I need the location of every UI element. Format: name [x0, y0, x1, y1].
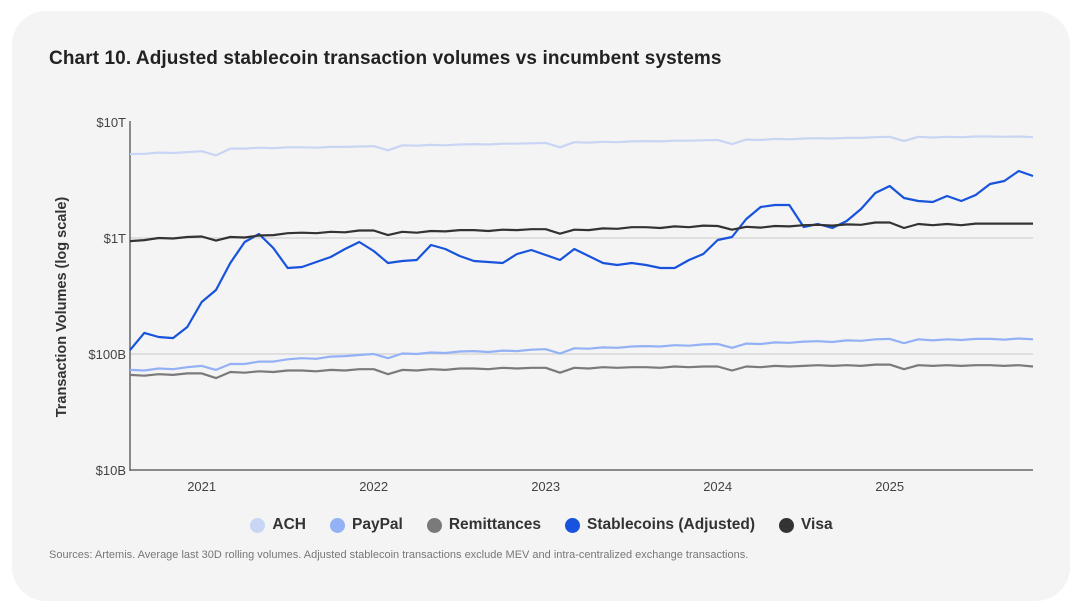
legend-label: Stablecoins (Adjusted): [587, 516, 755, 533]
source-note: Sources: Artemis. Average last 30D rolli…: [49, 549, 749, 561]
x-tick-label: 2021: [187, 479, 216, 494]
y-tick-label: $1T: [104, 231, 126, 246]
chart-card: [12, 11, 1070, 601]
x-tick-labels: 2021 2022 2023 2024 2025: [187, 479, 904, 494]
series-line-ach: [129, 135, 1034, 157]
series-line-stablecoins-adjusted: [129, 169, 1034, 351]
axes: [129, 121, 1033, 471]
legend-item: Stablecoins (Adjusted): [565, 516, 755, 534]
legend-label: ACH: [272, 516, 306, 533]
legend-swatch: [426, 517, 442, 533]
chart-title: Chart 10. Adjusted stablecoin transactio…: [49, 48, 722, 69]
legend-label: Remittances: [448, 516, 542, 533]
y-tick-label: $10B: [96, 463, 126, 478]
x-tick-label: 2024: [703, 479, 732, 494]
legend-label: Visa: [800, 516, 833, 533]
legend-label: PayPal: [352, 516, 403, 533]
series-line-visa: [129, 221, 1033, 243]
legend-item: ACH: [250, 516, 306, 534]
x-tick-label: 2023: [531, 479, 560, 494]
y-axis-label: Transaction Volumes (log scale): [54, 197, 70, 418]
legend-swatch: [778, 517, 794, 533]
gridlines: [130, 237, 1033, 355]
legend-swatch: [250, 517, 266, 533]
legend-item: Visa: [778, 516, 833, 534]
series-line-paypal: [129, 337, 1034, 372]
x-tick-label: 2025: [875, 479, 904, 494]
y-tick-labels: $10B $100B $1T $10T: [88, 115, 126, 478]
y-tick-label: $10T: [96, 115, 126, 130]
chart-legend: ACH PayPal Remittances Stablecoins (Adjuste…: [0, 516, 1083, 534]
x-tick-label: 2022: [359, 479, 388, 494]
y-tick-label: $100B: [88, 347, 126, 362]
legend-item: Remittances: [426, 516, 542, 534]
legend-item: PayPal: [330, 516, 403, 534]
legend-swatch: [330, 517, 345, 533]
legend-swatch: [565, 517, 581, 533]
series-line-remittances: [129, 363, 1034, 380]
series-lines: [129, 135, 1034, 380]
